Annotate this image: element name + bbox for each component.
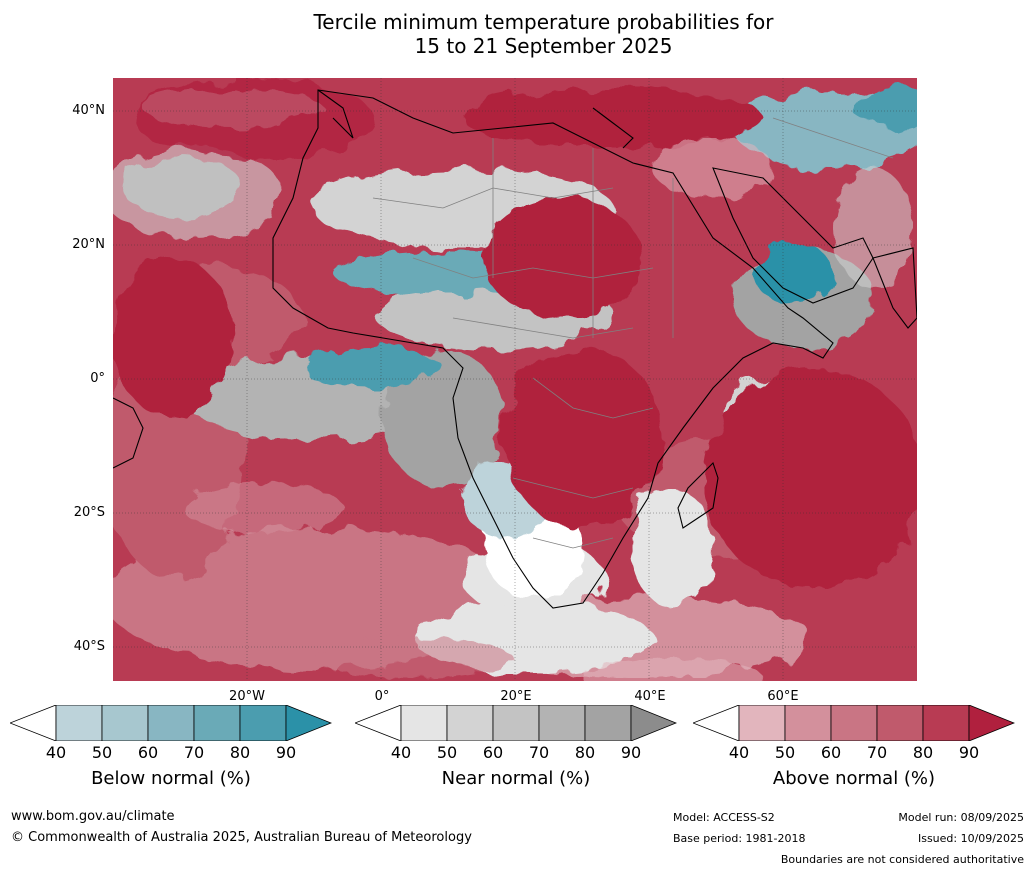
near-swatch-5 [630,705,677,741]
above-tick-80: 80 [912,743,934,762]
lat-label-20s: 20°S [73,505,105,520]
website-text: www.bom.gov.au/climate [11,809,175,824]
near-swatch-4 [584,705,632,741]
lon-label-40e: 40°E [634,689,666,704]
lat-label-40n: 40°N [72,103,105,118]
below-swatch-5 [285,705,332,741]
near-tick-40: 40 [390,743,412,762]
lon-label-0: 0° [374,689,390,704]
below-normal-label: Below normal (%) [91,768,251,789]
below-swatch-2 [147,705,195,741]
above-swatch-5 [968,705,1015,741]
probability-field [113,78,917,678]
above-swatch-1 [784,705,832,741]
graticule [113,78,917,681]
near-swatch-1 [446,705,494,741]
issued-text: Issued: 10/09/2025 [917,832,1024,845]
below-tick-80: 80 [229,743,251,762]
disclaimer-text: Boundaries are not considered authoritat… [780,853,1024,866]
below-tick-90: 90 [275,743,297,762]
colorbar-above-svg [693,705,1015,741]
above-tick-40: 40 [728,743,750,762]
lat-label-20n: 20°N [72,237,105,252]
lat-label-40s: 40°S [73,639,105,654]
above-normal-label: Above normal (%) [772,768,936,789]
above-tick-60: 60 [820,743,842,762]
near-swatch-0 [400,705,448,741]
below-tick-70: 70 [183,743,205,762]
below-swatch-4 [239,705,287,741]
country-borders [372,117,894,549]
copyright-text: © Commonwealth of Australia 2025, Austra… [11,830,472,845]
above-swatch-3 [876,705,924,741]
lat-label-equator: 0° [90,371,105,386]
lon-label-20e: 20°E [500,689,532,704]
map-svg [113,78,917,681]
near-swatch-2 [492,705,540,741]
coastlines [113,89,917,609]
above-swatch-2 [830,705,878,741]
probability-detail [183,138,913,681]
model-text: Model: ACCESS-S2 [673,811,775,824]
probability-map [113,78,917,681]
near-tick-50: 50 [436,743,458,762]
near-tick-90: 90 [620,743,642,762]
near-tick-70: 70 [528,743,550,762]
chart-title: Tercile minimum temperature probabilitie… [0,10,1035,58]
above-tick-50: 50 [774,743,796,762]
near-tick-80: 80 [574,743,596,762]
title-line-2: 15 to 21 September 2025 [414,34,673,58]
near-swatch-3 [538,705,586,741]
model-run-text: Model run: 08/09/2025 [898,811,1024,824]
below-tick-50: 50 [91,743,113,762]
above-tick-90: 90 [958,743,980,762]
near-normal-label: Near normal (%) [441,768,591,789]
lon-label-20w: 20°W [229,689,265,704]
above-swatch-0 [738,705,786,741]
lon-label-60e: 60°E [767,689,799,704]
near-tick-60: 60 [482,743,504,762]
base-period-text: Base period: 1981-2018 [673,832,806,845]
below-tick-60: 60 [137,743,159,762]
below-swatch-0 [55,705,103,741]
below-swatch-1 [101,705,149,741]
below-tick-40: 40 [45,743,67,762]
above-swatch-4 [922,705,970,741]
above-tick-70: 70 [866,743,888,762]
colorbar-below-svg [10,705,332,741]
title-line-1: Tercile minimum temperature probabilitie… [313,10,774,34]
below-swatch-3 [193,705,241,741]
colorbar-near-svg [355,705,677,741]
